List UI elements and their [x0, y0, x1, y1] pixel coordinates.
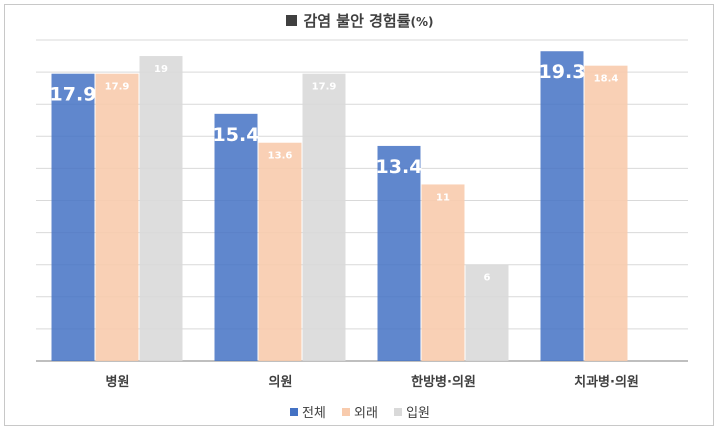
title-square-icon [286, 15, 298, 26]
data-label: 18.4 [594, 74, 619, 85]
data-label: 19 [154, 64, 168, 75]
legend-item-outpatient: 외래 [342, 402, 378, 421]
bar-전체-의원 [214, 113, 258, 361]
x-tick-label: 한방병·의원 [411, 374, 476, 390]
chart-title-unit: (%) [410, 15, 434, 29]
x-tick-label: 치과병·의원 [574, 374, 639, 390]
legend-swatch-outpatient [342, 408, 351, 416]
x-tick-label: 병원 [106, 374, 130, 390]
data-label: 17.9 [50, 84, 97, 106]
legend-label-outpatient: 외래 [354, 406, 378, 421]
data-label: 19.3 [539, 61, 586, 83]
data-label: 6 [484, 273, 491, 284]
data-label: 13.6 [268, 151, 293, 162]
bar-외래-의원 [258, 142, 302, 361]
bar-외래-병원 [95, 73, 139, 361]
data-label: 11 [436, 192, 450, 203]
bar-전체-병원 [51, 73, 95, 361]
legend-swatch-inpatient [394, 408, 403, 416]
data-label: 17.9 [105, 82, 130, 93]
bar-외래-한방병·의원 [421, 184, 465, 361]
data-label: 17.9 [312, 82, 337, 93]
bar-외래-치과병·의원 [584, 65, 628, 362]
bar-전체-한방병·의원 [377, 145, 421, 361]
data-label: 13.4 [376, 156, 423, 178]
chart-title-text: 감염 불안 경험률 [303, 12, 411, 30]
bar-입원-병원 [139, 56, 183, 362]
legend: 전체 외래 입원 [0, 402, 720, 421]
bar-입원-한방병·의원 [465, 264, 509, 361]
chart-title: 감염 불안 경험률(%) [0, 10, 720, 31]
legend-item-total: 전체 [289, 402, 326, 421]
legend-label-inpatient: 입원 [406, 406, 431, 421]
legend-label-total: 전체 [301, 406, 326, 421]
data-label: 15.4 [213, 124, 260, 146]
legend-item-inpatient: 입원 [394, 402, 430, 421]
bar-전체-치과병·의원 [540, 51, 584, 362]
x-tick-label: 의원 [269, 374, 293, 390]
bar-입원-의원 [302, 73, 346, 361]
legend-swatch-total [289, 408, 298, 416]
